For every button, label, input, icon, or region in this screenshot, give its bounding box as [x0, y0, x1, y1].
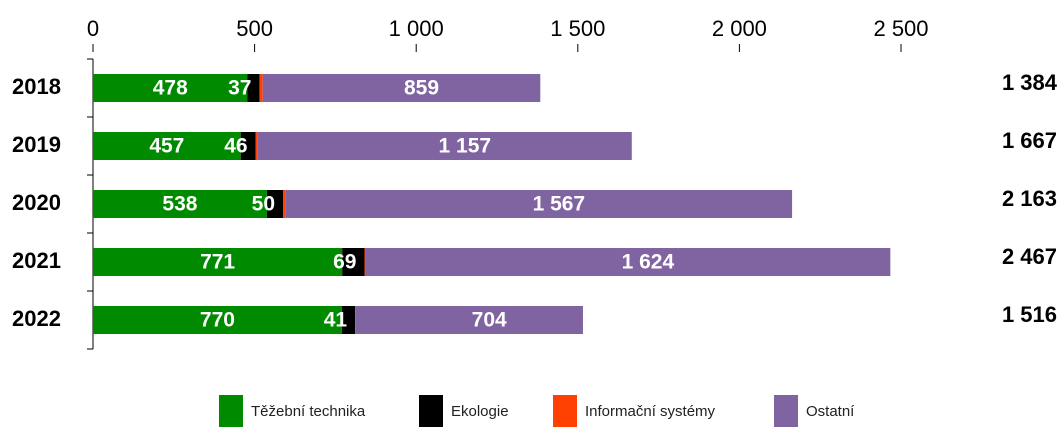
bar-segment [93, 190, 267, 218]
value-label: 50 [252, 193, 275, 216]
bar-segment [259, 74, 263, 102]
bar-segment [247, 74, 260, 102]
value-label: 704 [472, 309, 507, 332]
bar-segment [365, 248, 891, 276]
value-label: 457 [149, 135, 184, 158]
value-label: 770 [200, 309, 235, 332]
value-label: 538 [162, 193, 197, 216]
bar-segment [341, 306, 356, 334]
y-tick-label: 2020 [12, 190, 61, 215]
bar-segment [93, 74, 248, 102]
legend-label: Těžební technika [251, 403, 366, 420]
bar-segment [355, 306, 583, 334]
bar-segment [255, 132, 258, 160]
value-label: 1 157 [439, 135, 492, 158]
total-label: 1 667 [1002, 128, 1057, 153]
x-tick-label: 2 000 [712, 16, 767, 41]
legend-swatch [419, 395, 443, 427]
bar-segment [285, 190, 793, 218]
value-label: 37 [228, 77, 251, 100]
bar-segment [240, 132, 256, 160]
x-tick-label: 1 500 [550, 16, 605, 41]
y-tick-label: 2018 [12, 74, 61, 99]
value-label: 41 [324, 309, 348, 332]
bar-segment [342, 248, 365, 276]
total-label: 2 163 [1002, 186, 1057, 211]
value-label: 478 [153, 77, 188, 100]
y-tick-label: 2021 [12, 248, 61, 273]
bar-segment [93, 132, 241, 160]
legend-label: Informační systémy [585, 403, 716, 420]
legend-label: Ekologie [451, 403, 509, 420]
y-tick-label: 2022 [12, 306, 61, 331]
bar-segment [257, 132, 632, 160]
y-tick-label: 2019 [12, 132, 61, 157]
bar-segment [93, 248, 343, 276]
bar-segment [364, 248, 366, 276]
legend-swatch [219, 395, 243, 427]
x-tick-label: 0 [87, 16, 99, 41]
total-label: 1 384 [1002, 70, 1058, 95]
value-label: 859 [404, 77, 439, 100]
total-label: 2 467 [1002, 244, 1057, 269]
total-label: 1 516 [1002, 302, 1057, 327]
value-label: 46 [224, 135, 247, 158]
legend-swatch [553, 395, 577, 427]
x-tick-label: 1 000 [389, 16, 444, 41]
bar-segment [283, 190, 286, 218]
x-tick-label: 2 500 [873, 16, 928, 41]
value-label: 69 [333, 251, 356, 274]
legend-label: Ostatní [806, 403, 855, 420]
bar-segment [93, 306, 342, 334]
legend-swatch [774, 395, 798, 427]
bar-segment [266, 190, 284, 218]
bar-segment [262, 74, 541, 102]
x-tick-label: 500 [236, 16, 273, 41]
value-label: 1 624 [622, 251, 675, 274]
value-label: 771 [200, 251, 235, 274]
value-label: 1 567 [533, 193, 586, 216]
